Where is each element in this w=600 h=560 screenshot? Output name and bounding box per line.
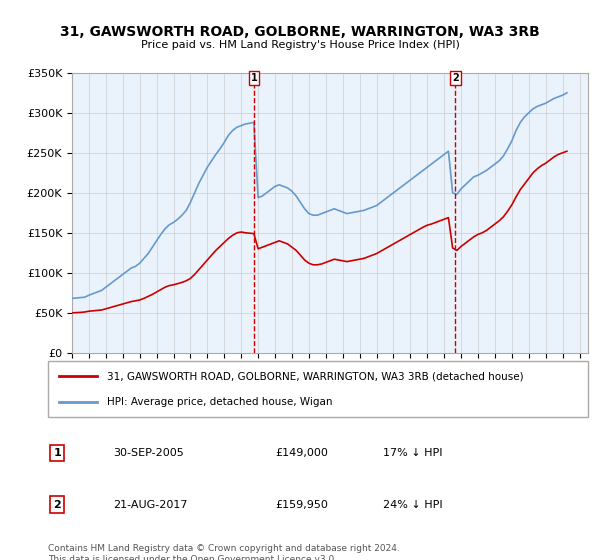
- Text: 24% ↓ HPI: 24% ↓ HPI: [383, 500, 442, 510]
- Text: £159,950: £159,950: [275, 500, 328, 510]
- Text: HPI: Average price, detached house, Wigan: HPI: Average price, detached house, Wiga…: [107, 397, 333, 407]
- Text: 2: 2: [452, 73, 458, 83]
- Text: Price paid vs. HM Land Registry's House Price Index (HPI): Price paid vs. HM Land Registry's House …: [140, 40, 460, 50]
- Text: 17% ↓ HPI: 17% ↓ HPI: [383, 448, 442, 458]
- Text: 31, GAWSWORTH ROAD, GOLBORNE, WARRINGTON, WA3 3RB (detached house): 31, GAWSWORTH ROAD, GOLBORNE, WARRINGTON…: [107, 371, 524, 381]
- Text: 21-AUG-2017: 21-AUG-2017: [113, 500, 187, 510]
- Text: 31, GAWSWORTH ROAD, GOLBORNE, WARRINGTON, WA3 3RB: 31, GAWSWORTH ROAD, GOLBORNE, WARRINGTON…: [60, 25, 540, 39]
- Text: £149,000: £149,000: [275, 448, 328, 458]
- Text: 1: 1: [53, 448, 61, 458]
- Text: Contains HM Land Registry data © Crown copyright and database right 2024.
This d: Contains HM Land Registry data © Crown c…: [48, 544, 400, 560]
- Text: 1: 1: [250, 73, 257, 83]
- Text: 2: 2: [53, 500, 61, 510]
- Text: 30-SEP-2005: 30-SEP-2005: [113, 448, 184, 458]
- FancyBboxPatch shape: [48, 361, 588, 417]
